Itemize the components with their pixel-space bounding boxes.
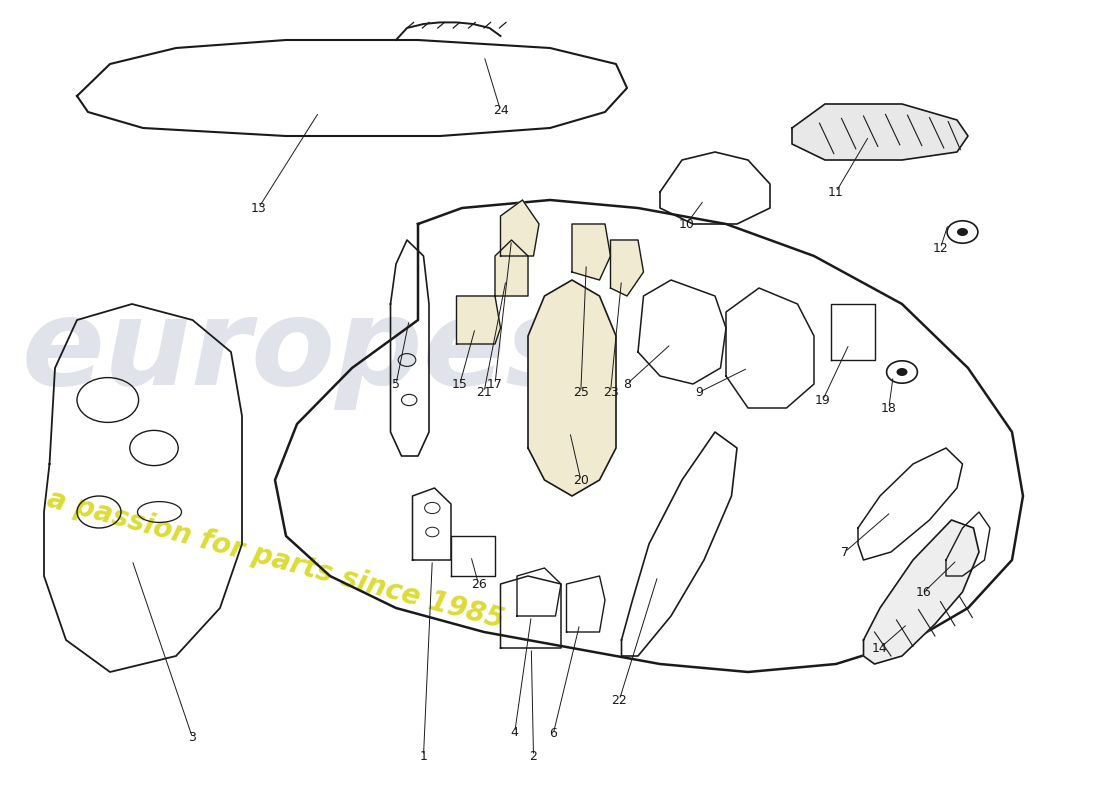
Text: 6: 6: [549, 727, 558, 740]
Text: 17: 17: [487, 378, 503, 390]
Polygon shape: [572, 224, 610, 280]
Polygon shape: [495, 240, 528, 296]
Text: europes: europes: [22, 294, 580, 410]
Text: 3: 3: [188, 731, 197, 744]
Text: 11: 11: [828, 186, 844, 198]
Text: 23: 23: [603, 386, 618, 398]
Text: 21: 21: [476, 386, 492, 398]
Text: 20: 20: [573, 474, 588, 486]
Text: 22: 22: [612, 694, 627, 706]
Text: 13: 13: [251, 202, 266, 214]
Text: 12: 12: [933, 242, 948, 254]
Text: 14: 14: [872, 642, 888, 654]
Polygon shape: [792, 104, 968, 160]
Text: 24: 24: [493, 104, 508, 117]
Text: 15: 15: [452, 378, 468, 390]
Text: 18: 18: [881, 402, 896, 414]
Text: 4: 4: [510, 726, 519, 738]
Circle shape: [896, 368, 907, 376]
Text: 7: 7: [840, 546, 849, 558]
Text: 26: 26: [471, 578, 486, 590]
Polygon shape: [500, 200, 539, 256]
Text: 16: 16: [916, 586, 932, 598]
Text: 19: 19: [815, 394, 830, 406]
Text: 2: 2: [529, 750, 538, 762]
Polygon shape: [456, 296, 501, 344]
Polygon shape: [864, 520, 979, 664]
Text: 25: 25: [573, 386, 588, 398]
Text: 10: 10: [679, 218, 694, 230]
Circle shape: [957, 228, 968, 236]
Text: 9: 9: [695, 386, 704, 398]
Text: 5: 5: [392, 378, 400, 390]
Text: 1: 1: [419, 750, 428, 762]
Text: 8: 8: [623, 378, 631, 390]
Text: a passion for parts since 1985: a passion for parts since 1985: [44, 486, 507, 634]
Polygon shape: [610, 240, 643, 296]
Polygon shape: [528, 280, 616, 496]
